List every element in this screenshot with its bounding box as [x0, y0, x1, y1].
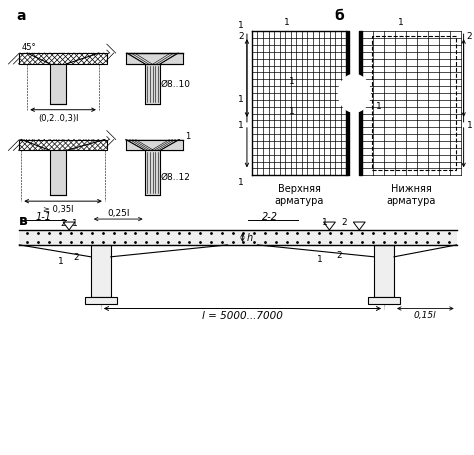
Text: l = 5000...7000: l = 5000...7000 [202, 311, 283, 321]
Text: 1: 1 [289, 107, 294, 116]
Text: Нижняя
арматура: Нижняя арматура [387, 184, 436, 205]
Text: Ø8..12: Ø8..12 [161, 173, 191, 182]
Ellipse shape [338, 75, 370, 113]
Bar [372, 37, 456, 171]
Bar [374, 245, 394, 297]
Text: 2: 2 [60, 218, 66, 228]
Text: 2-2: 2-2 [262, 212, 278, 222]
Bar [50, 65, 66, 105]
Text: ≥ 0,35l: ≥ 0,35l [43, 205, 73, 214]
Text: а: а [17, 9, 26, 23]
Text: 0,15l: 0,15l [414, 311, 437, 320]
Bar [19, 231, 456, 245]
Text: Верхняя
арматура: Верхняя арматура [274, 184, 324, 205]
Text: 1: 1 [321, 217, 328, 227]
Text: Ø8..10: Ø8..10 [161, 80, 191, 89]
Text: 2: 2 [73, 252, 79, 261]
Text: 1: 1 [376, 102, 382, 111]
Bar [50, 151, 66, 196]
Text: 1: 1 [398, 18, 404, 27]
Bar [19, 140, 107, 151]
Bar [126, 54, 183, 65]
Text: 2: 2 [342, 217, 347, 227]
Bar [145, 151, 160, 196]
Text: 1: 1 [466, 121, 473, 130]
Text: 1: 1 [238, 121, 244, 130]
Text: 1: 1 [238, 21, 244, 30]
Text: б: б [335, 9, 344, 23]
Text: в: в [19, 213, 28, 228]
Text: 0,25l: 0,25l [107, 208, 129, 217]
Text: 1: 1 [238, 95, 244, 104]
Text: 1: 1 [238, 178, 244, 187]
Text: 1: 1 [58, 256, 64, 265]
Text: 1: 1 [289, 77, 294, 86]
Bar [126, 140, 183, 151]
Text: 2: 2 [466, 32, 472, 41]
Text: 1: 1 [72, 218, 78, 228]
Text: h: h [246, 233, 253, 243]
Text: 1: 1 [185, 131, 191, 140]
Text: 1: 1 [317, 254, 322, 263]
Text: 1-1: 1-1 [35, 212, 51, 222]
Bar [368, 297, 400, 304]
Text: 45°: 45° [21, 43, 36, 52]
Bar [19, 54, 107, 65]
Text: 2: 2 [238, 32, 244, 41]
Text: 2: 2 [337, 250, 342, 259]
Text: (0,2..0,3)l: (0,2..0,3)l [38, 113, 78, 122]
Bar [85, 297, 117, 304]
Text: 1: 1 [284, 18, 290, 27]
Bar [91, 245, 111, 297]
Bar [145, 65, 160, 105]
